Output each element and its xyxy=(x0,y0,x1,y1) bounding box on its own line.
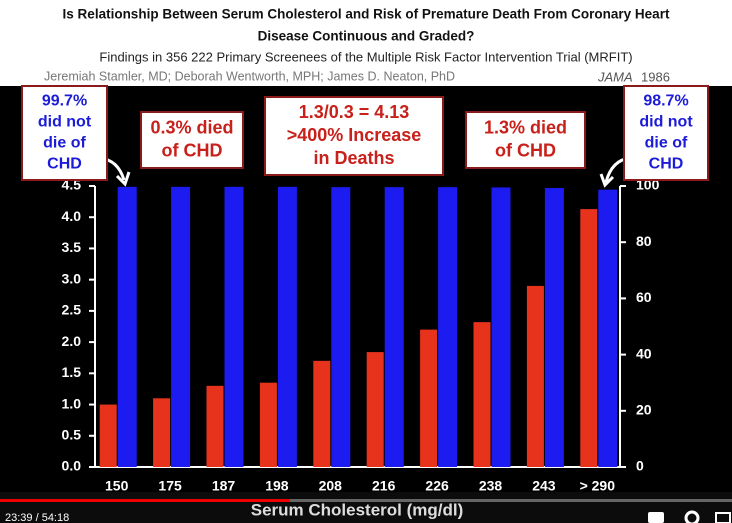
bar xyxy=(171,186,191,467)
annotation: of CHD xyxy=(162,140,223,160)
y-tick-label: 2.0 xyxy=(62,333,82,349)
bar xyxy=(580,209,598,468)
journal: JAMA xyxy=(597,69,633,84)
x-tick-label: 238 xyxy=(479,478,503,494)
miniplayer-button[interactable] xyxy=(715,512,731,523)
arrow-head xyxy=(115,171,131,187)
bar xyxy=(366,352,384,467)
annotation: >400% Increase xyxy=(287,125,422,145)
annotation: die of xyxy=(645,135,688,152)
x-tick-label: 208 xyxy=(319,478,343,494)
annotation-box xyxy=(140,111,244,169)
progress-track[interactable] xyxy=(0,499,732,502)
annotation: CHD xyxy=(47,156,82,173)
y-tick-label: 3.5 xyxy=(62,239,82,255)
cc-button[interactable] xyxy=(648,512,664,523)
bar xyxy=(384,187,404,467)
bar xyxy=(331,187,351,467)
x-tick-label: 187 xyxy=(212,478,236,494)
y-tick-label: 3.0 xyxy=(62,270,82,286)
y-tick-label: 1.0 xyxy=(62,395,82,411)
x-tick-label: 243 xyxy=(532,478,556,494)
bar xyxy=(99,404,117,467)
x-axis-label: Serum Cholesterol (mg/dl) xyxy=(251,500,464,519)
bar xyxy=(438,187,458,467)
annotation-box xyxy=(623,85,709,181)
annotation: 98.7% xyxy=(643,93,688,110)
annotation: did not xyxy=(38,114,92,131)
annotation: die of xyxy=(43,135,86,152)
y2-tick-label: 20 xyxy=(636,402,652,418)
y2-tick-label: 80 xyxy=(636,233,652,249)
y2-tick-label: 0 xyxy=(636,458,644,474)
annotation-box xyxy=(21,85,108,181)
annotation: did not xyxy=(639,114,693,131)
bar xyxy=(313,360,331,467)
header-panel xyxy=(0,0,732,86)
y2-tick-label: 40 xyxy=(636,345,652,361)
bar xyxy=(117,186,137,467)
x-tick-label: 198 xyxy=(265,478,289,494)
time: 23:39 / 54:18 xyxy=(5,512,69,523)
subtitle: Findings in 356 222 Primary Screenees of… xyxy=(99,49,632,64)
annotation: in Deaths xyxy=(313,148,394,168)
progress-played xyxy=(0,499,290,502)
chart-title: Is Relationship Between Serum Cholestero… xyxy=(63,7,670,22)
x-tick-label: 216 xyxy=(372,478,396,494)
bar xyxy=(598,189,618,467)
bar xyxy=(544,187,564,468)
settings-button[interactable] xyxy=(684,510,700,523)
annotation: 0.3% died xyxy=(150,117,233,137)
chart-title: Disease Continuous and Graded? xyxy=(258,29,475,44)
annotation: 1.3% died xyxy=(484,117,567,137)
bar xyxy=(277,186,297,467)
bar xyxy=(224,186,244,467)
annotation: 1.3/0.3 = 4.13 xyxy=(299,102,410,122)
x-tick-label: 226 xyxy=(425,478,449,494)
authors: Jeremiah Stamler, MD; Deborah Wentworth,… xyxy=(44,69,455,83)
annotation-box xyxy=(465,111,586,169)
annotation: CHD xyxy=(649,156,684,173)
x-tick-label: > 290 xyxy=(580,478,616,494)
x-tick-label: 150 xyxy=(105,478,129,494)
annotation-box xyxy=(264,96,444,176)
bar xyxy=(206,385,224,467)
y-tick-label: 1.5 xyxy=(62,364,82,380)
y-tick-label: 0.5 xyxy=(62,426,82,442)
annotation: 99.7% xyxy=(42,93,87,110)
bar xyxy=(153,398,171,467)
x-tick-label: 175 xyxy=(158,478,182,494)
y-tick-label: 4.0 xyxy=(62,208,82,224)
y-tick-label: 2.5 xyxy=(62,302,82,318)
bar xyxy=(259,382,277,467)
annotation: of CHD xyxy=(495,140,556,160)
bar xyxy=(526,285,544,467)
y2-tick-label: 60 xyxy=(636,289,652,305)
bar xyxy=(491,187,511,467)
bar xyxy=(473,322,491,467)
year: 1986 xyxy=(641,69,670,84)
player-controls xyxy=(0,492,732,523)
arrow-head xyxy=(599,173,615,188)
bar xyxy=(420,329,438,467)
y-tick-label: 0.0 xyxy=(62,458,82,474)
